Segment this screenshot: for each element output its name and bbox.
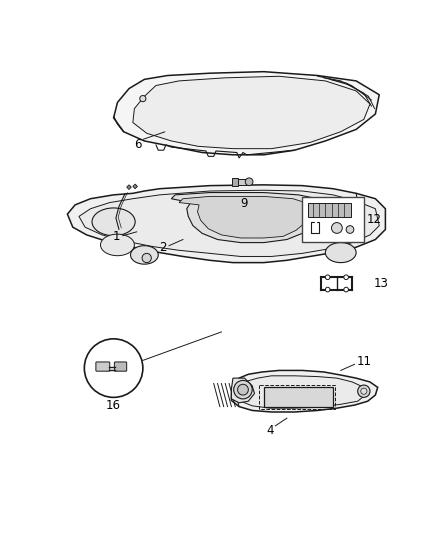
Circle shape (344, 275, 349, 280)
Circle shape (85, 339, 143, 398)
Polygon shape (127, 185, 131, 189)
Polygon shape (231, 370, 378, 412)
Bar (308, 203, 351, 217)
FancyBboxPatch shape (96, 362, 110, 371)
Circle shape (237, 384, 248, 395)
Bar (237, 179, 247, 185)
Circle shape (346, 225, 354, 233)
Circle shape (142, 253, 151, 263)
Circle shape (361, 388, 367, 394)
Polygon shape (231, 378, 254, 403)
Text: 16: 16 (106, 399, 121, 411)
Text: 1: 1 (113, 230, 120, 243)
Circle shape (344, 287, 349, 292)
Ellipse shape (100, 234, 134, 256)
Bar (232, 178, 237, 185)
Polygon shape (67, 185, 385, 263)
Text: 11: 11 (357, 354, 371, 368)
Text: 6: 6 (134, 138, 142, 150)
Polygon shape (133, 184, 138, 189)
Text: 13: 13 (374, 277, 389, 290)
Ellipse shape (325, 243, 356, 263)
Circle shape (140, 95, 146, 102)
Circle shape (245, 178, 253, 185)
Polygon shape (237, 376, 365, 408)
Text: 9: 9 (241, 197, 248, 210)
Polygon shape (133, 76, 370, 149)
Ellipse shape (92, 208, 135, 236)
Text: 12: 12 (367, 213, 382, 226)
Bar (302, 197, 364, 242)
Circle shape (325, 275, 330, 280)
Circle shape (234, 381, 252, 399)
Ellipse shape (131, 246, 158, 264)
Circle shape (358, 385, 370, 398)
FancyBboxPatch shape (114, 362, 127, 371)
Polygon shape (179, 196, 311, 238)
Circle shape (325, 287, 330, 292)
Polygon shape (264, 387, 333, 407)
Polygon shape (79, 190, 379, 256)
Polygon shape (171, 192, 321, 243)
Text: 4: 4 (266, 424, 274, 437)
Text: 2: 2 (159, 241, 166, 254)
Circle shape (332, 223, 342, 233)
Polygon shape (329, 216, 362, 239)
Polygon shape (113, 71, 379, 155)
